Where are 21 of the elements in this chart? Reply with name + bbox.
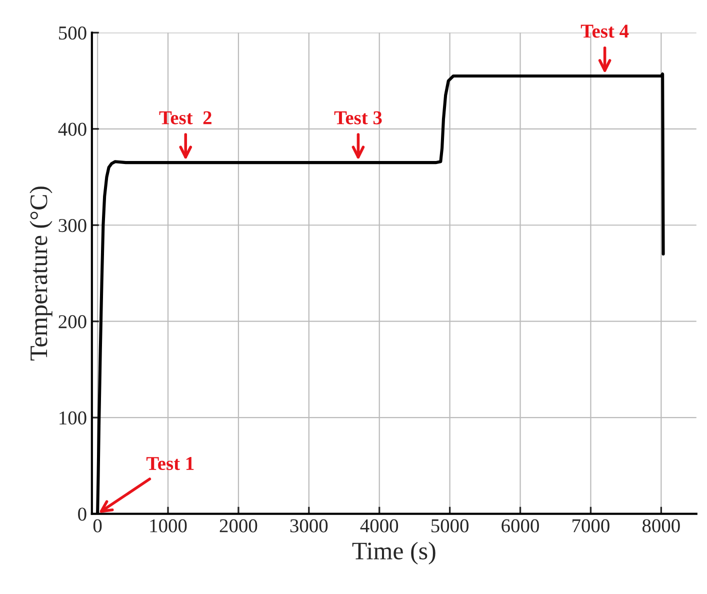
annotation: Test 2	[159, 111, 212, 124]
y-tick-label: 400	[58, 122, 86, 136]
annotation: Test 1	[146, 457, 194, 470]
x-tick-label: 7000	[572, 519, 610, 532]
x-tick-label: 1000	[150, 519, 187, 532]
annotation: Test 4	[580, 24, 629, 38]
x-tick-label: 0	[93, 519, 102, 532]
x-tick-label: 3000	[290, 519, 328, 532]
x-tick-label: 6000	[502, 519, 539, 532]
x-tick-label: 5000	[431, 519, 469, 532]
x-tick-label: 2000	[220, 519, 258, 532]
y-axis-title: Temperature (°C)	[30, 186, 52, 361]
x-axis-title: Time (s)	[352, 542, 436, 565]
y-tick-label: 300	[58, 218, 86, 232]
y-tick-label: 100	[60, 411, 86, 425]
x-tick-label: 8000	[642, 519, 680, 532]
annotation: Test 3	[334, 111, 382, 124]
y-tick-label: 200	[58, 315, 86, 328]
x-tick-label: 4000	[360, 519, 398, 532]
y-tick-label: 500	[59, 26, 86, 40]
y-tick-label: 0	[78, 508, 86, 521]
